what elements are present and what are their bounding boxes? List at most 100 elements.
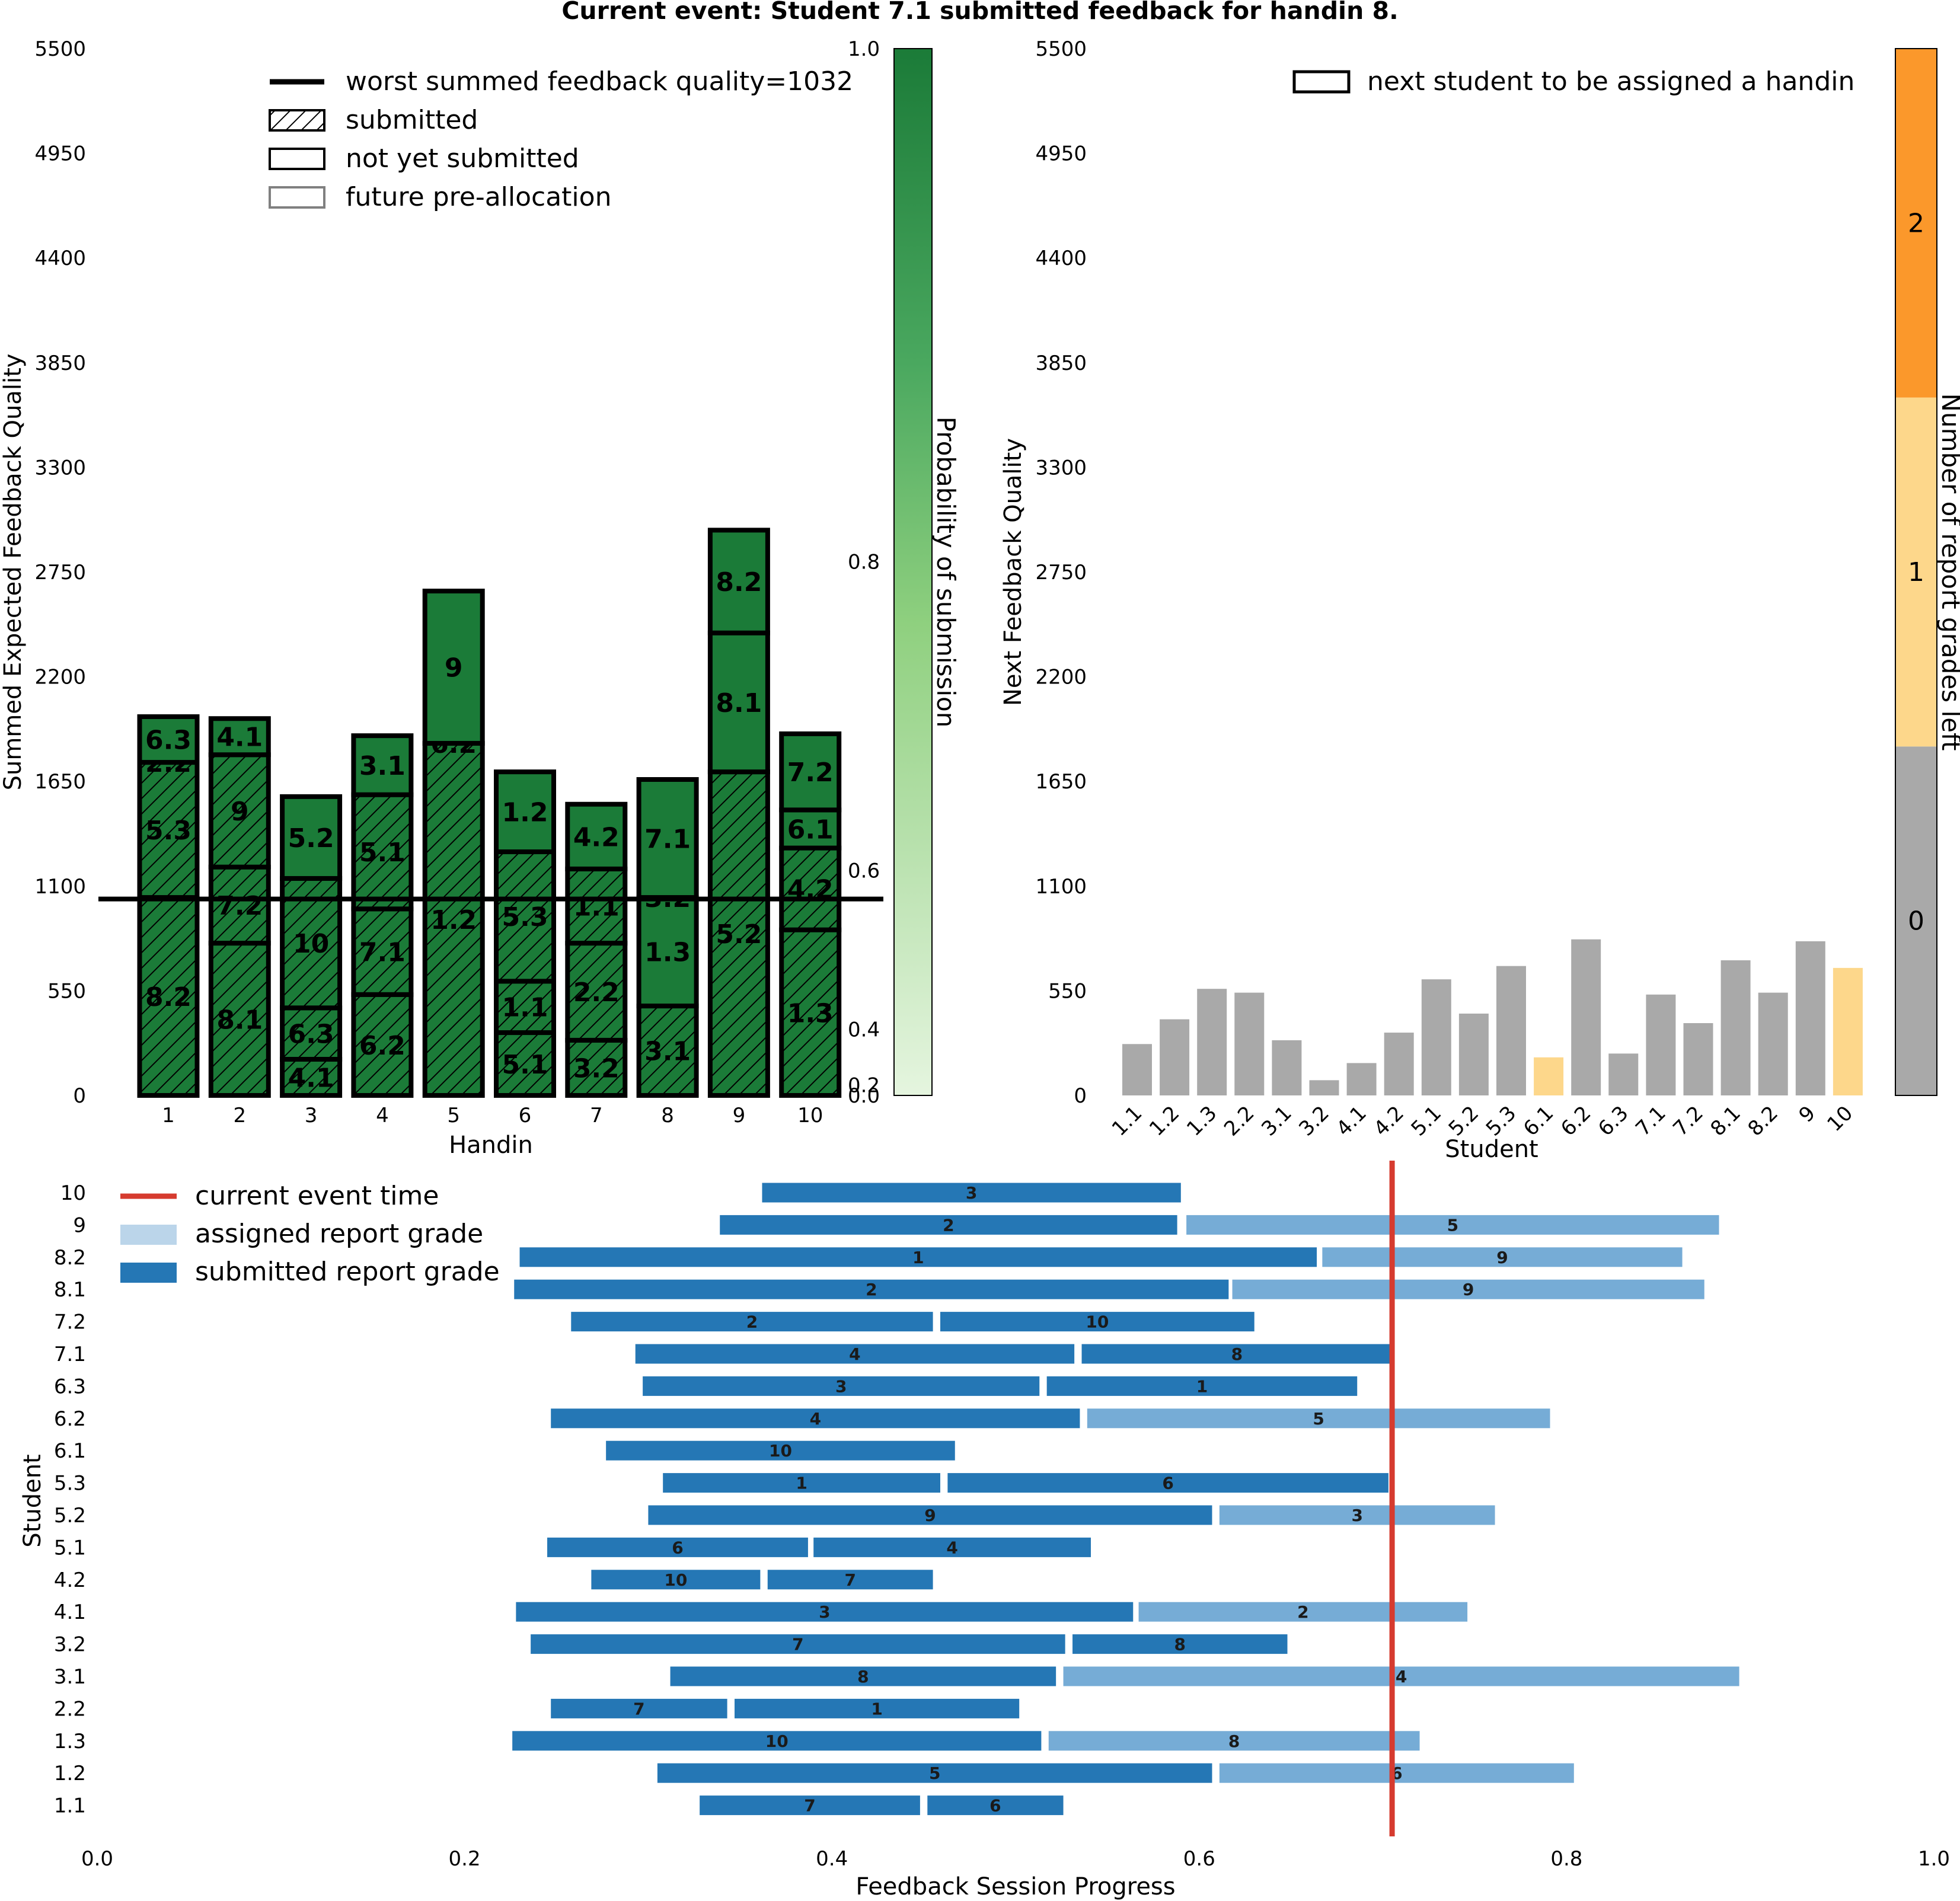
submitted-grade-bar	[514, 1279, 1229, 1299]
colorbar-tick: 0.8	[848, 550, 880, 574]
p2-x-tick: 3.1	[1257, 1101, 1297, 1141]
p2-y-tick: 2750	[1035, 561, 1087, 584]
colorbar-tick: 1	[1908, 557, 1924, 587]
bar-segment-hatch	[567, 868, 625, 944]
legend-submitted-swatch	[269, 109, 325, 132]
grade-bar-label: 8	[1174, 1635, 1186, 1654]
p1-x-tick: 5	[447, 1104, 460, 1127]
bar-segment	[781, 733, 839, 810]
submitted-grade-bar	[551, 1408, 1080, 1429]
p2-x-tick: 1.3	[1182, 1101, 1222, 1141]
grade-bar-label: 7	[844, 1570, 855, 1590]
p1-y-tick: 3300	[34, 456, 86, 480]
p1-y-tick: 4400	[34, 247, 86, 270]
p2-y-tick: 2200	[1035, 666, 1087, 689]
p2-y-tick: 0	[1074, 1084, 1087, 1108]
probability-colorbar: 0.00.2 0.4 0.6 0.8 1.0 Probability of submiss…	[848, 37, 960, 1108]
bar-segment-label: 6.2	[359, 1031, 406, 1061]
grade-bar-label: 9	[924, 1506, 936, 1525]
submitted-grade-bar	[670, 1666, 1056, 1686]
bar-segment	[210, 718, 269, 755]
bar-segment-outline	[422, 589, 485, 746]
grade-bar-label: 2	[1297, 1602, 1308, 1622]
bar-segment-label: 1.3	[644, 938, 691, 968]
bar-segment-label: 6.3	[288, 1020, 334, 1050]
submitted-grade-bar	[813, 1537, 1091, 1557]
p3-y-tick: 3.2	[54, 1633, 86, 1657]
grade-bar-label: 2	[746, 1312, 758, 1332]
bar-segment-label: 1.2	[430, 905, 477, 935]
p3-legend: current event time assigned report grade s…	[120, 1181, 500, 1287]
grade-bar-label: 9	[1496, 1248, 1508, 1267]
grade-bar-label: 4	[1396, 1667, 1407, 1686]
p2-y-tick: 4950	[1035, 142, 1087, 166]
p1-legend: worst summed feedback quality=1032 submit…	[269, 66, 853, 212]
student-bar	[1496, 966, 1526, 1095]
bar-segment-label: 3.1	[359, 751, 406, 781]
bar-segment-label: 5.3	[145, 816, 191, 846]
submitted-grade-bar	[927, 1795, 1064, 1816]
bar-segment-outline	[779, 731, 842, 813]
p2-x-tick: 5.3	[1482, 1101, 1521, 1141]
grade-bar-label: 8	[1231, 1344, 1243, 1364]
bar-segment-label: 7.1	[644, 825, 691, 855]
student-bar	[1122, 1044, 1152, 1095]
colorbar-tick: 2	[1908, 208, 1924, 238]
p2-x-axis-label: Student	[1445, 1136, 1538, 1163]
p1-y-tick: 4950	[34, 142, 86, 166]
p3-y-tick: 6.2	[54, 1407, 86, 1431]
submitted-grade-bar	[519, 1247, 1317, 1267]
colorbar-tick: 0	[1908, 906, 1924, 937]
bar-segment-hatch	[353, 794, 411, 909]
legend-entry: submitted	[346, 105, 478, 135]
p3-y-tick: 1.1	[54, 1794, 86, 1818]
assigned-grade-bar	[1138, 1602, 1468, 1622]
legend-next-student-swatch	[1292, 70, 1351, 94]
bar-segment	[282, 796, 340, 878]
bar-segment-label: 1.1	[573, 892, 620, 922]
p3-x-axis-label: Feedback Session Progress	[855, 1873, 1175, 1900]
bar-segment-label: 5.3	[502, 902, 548, 932]
p3-y-tick: 3.1	[54, 1665, 86, 1689]
grade-bar-label: 3	[835, 1376, 847, 1396]
p1-y-tick: 2750	[34, 561, 86, 584]
submitted-grade-bar	[512, 1731, 1042, 1751]
p1-y-tick-labels: 0 550 1100 1650 2200 2750 3300 3850 4400 4950 5500	[34, 37, 86, 1108]
grade-bar-label: 8	[1228, 1731, 1240, 1751]
p3-y-tick: 8.1	[54, 1278, 86, 1302]
p2-x-tick: 5.2	[1444, 1101, 1484, 1141]
bar-segment-hatch	[496, 852, 554, 982]
p2-x-tick: 10	[1822, 1101, 1857, 1136]
grade-bar-label: 10	[664, 1570, 687, 1590]
p1-y-tick: 1100	[34, 875, 86, 899]
legend-entry: assigned report grade	[195, 1219, 483, 1249]
bar-segment	[710, 632, 768, 772]
submitted-grade-bar	[571, 1312, 933, 1332]
submitted-grade-bar	[762, 1183, 1181, 1203]
p2-legend: next student to be assigned a handin	[1292, 66, 1854, 97]
student-bar	[1272, 1040, 1302, 1095]
student-bar	[1646, 994, 1676, 1095]
p3-y-tick: 5.1	[54, 1536, 86, 1560]
p3-x-tick: 0.0	[81, 1847, 113, 1871]
p1-y-tick: 2200	[34, 666, 86, 689]
figure-title: Current event: Student 7.1 submitted fee…	[561, 0, 1398, 25]
submitted-grade-bar	[735, 1698, 1020, 1718]
legend-assigned-swatch	[120, 1225, 177, 1245]
p2-x-tick: 1.2	[1145, 1101, 1185, 1141]
submitted-grade-bar	[648, 1505, 1212, 1525]
submitted-grade-bar	[657, 1763, 1212, 1783]
grade-bar-label: 5	[1313, 1409, 1324, 1429]
student-bar	[1346, 1063, 1377, 1095]
student-bar	[1197, 989, 1227, 1095]
p1-x-tick: 7	[590, 1104, 603, 1127]
legend-entry: next student to be assigned a handin	[1367, 66, 1854, 97]
p3-y-tick: 7.2	[54, 1311, 86, 1334]
p3-y-tick: 10	[60, 1181, 86, 1205]
p1-x-tick: 10	[797, 1104, 823, 1127]
p3-y-tick: 4.2	[54, 1568, 86, 1592]
assigned-grade-bar	[1063, 1666, 1739, 1686]
submitted-grade-bar	[1072, 1634, 1288, 1654]
bar-segment-hatch	[567, 1040, 625, 1095]
feedback-session-gantt-chart: 10 9 8.2 8.1 7.2 7.1 6.3 6.2 6.1 5.3 5.2 5.1 4.2 4.1 3…	[19, 1161, 1950, 1900]
